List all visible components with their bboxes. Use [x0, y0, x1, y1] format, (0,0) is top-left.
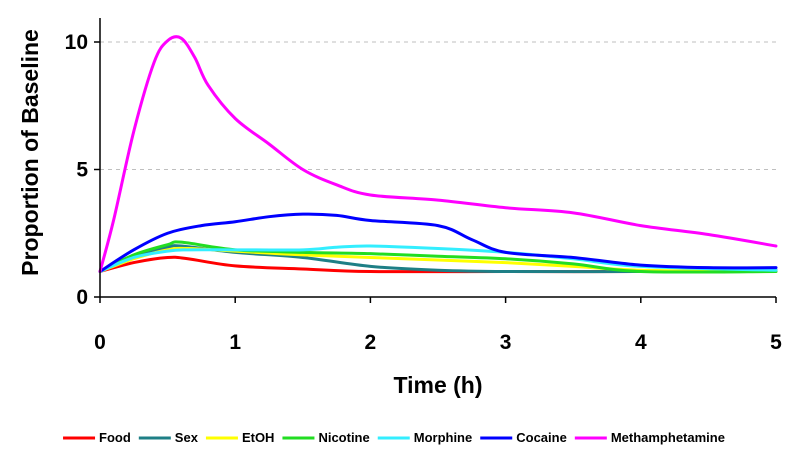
x-tick-label: 0 — [94, 331, 106, 354]
x-tick-label: 2 — [365, 331, 377, 354]
series-line-methamphetamine — [98, 35, 778, 273]
y-tick-label: 0 — [76, 286, 88, 309]
x-tick-label: 3 — [500, 331, 512, 354]
y-tick-label: 10 — [65, 31, 88, 54]
legend-label-nicotine: Nicotine — [318, 430, 369, 445]
legend-label-methamphetamine: Methamphetamine — [611, 430, 725, 445]
series-lines — [98, 35, 778, 274]
y-axis-title: Proportion of Baseline — [17, 29, 43, 276]
axes — [99, 18, 776, 298]
x-tick-label: 5 — [770, 331, 782, 354]
series-line-cocaine — [98, 212, 778, 273]
x-axis-title: Time (h) — [393, 372, 482, 398]
y-tick-label: 5 — [76, 159, 88, 182]
axis-ticks: 0 5 10 0 1 2 3 4 5 — [65, 31, 783, 354]
legend-label-cocaine: Cocaine — [516, 430, 567, 445]
series-line-sex — [98, 244, 778, 274]
legend-label-etoh: EtOH — [242, 430, 275, 445]
legend-label-morphine: Morphine — [414, 430, 473, 445]
legend-label-food: Food — [99, 430, 131, 445]
series-line-morphine — [98, 244, 778, 273]
gridlines — [100, 41, 776, 170]
x-tick-label: 4 — [635, 331, 647, 354]
legend: Food Sex EtOH Nicotine Morphine Cocaine Metham… — [63, 430, 725, 445]
legend-label-sex: Sex — [175, 430, 199, 445]
series-line-nicotine — [98, 240, 778, 274]
x-tick-label: 1 — [229, 331, 241, 354]
